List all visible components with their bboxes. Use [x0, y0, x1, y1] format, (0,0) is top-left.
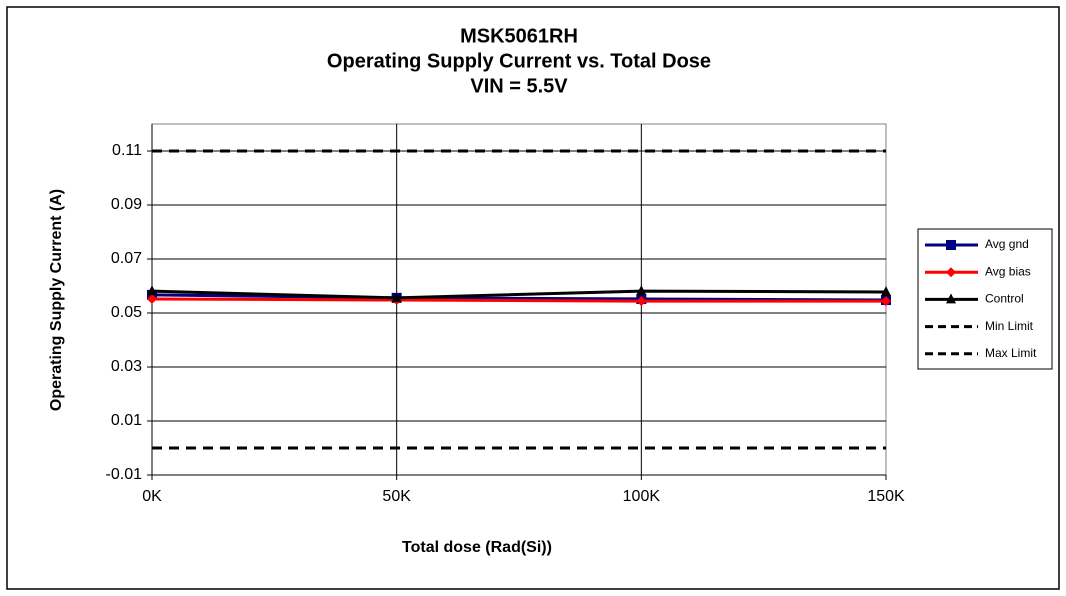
data-point — [881, 296, 891, 307]
y-tick-label: 0.11 — [112, 142, 142, 159]
legend-label: Avg gnd — [985, 237, 1029, 251]
x-axis-label: Total dose (Rad(Si)) — [402, 539, 552, 556]
series-line — [151, 289, 887, 300]
y-tick-label: 0.09 — [111, 196, 142, 213]
legend-marker — [946, 293, 956, 304]
legend-marker — [946, 267, 956, 278]
y-tick-label: 0.07 — [111, 250, 142, 267]
series-line — [151, 297, 886, 303]
x-tick-label: 50K — [382, 488, 411, 505]
x-tick-label: 0K — [142, 488, 162, 505]
y-tick-label: 0.01 — [111, 412, 142, 429]
legend-label: Avg bias — [985, 264, 1031, 278]
data-point — [147, 293, 157, 304]
x-tick-label: 100K — [623, 488, 661, 505]
legend-label: Max Limit — [985, 346, 1037, 360]
data-point — [147, 285, 157, 296]
chart-title: VIN = 5.5V — [470, 75, 568, 97]
chart-title: Operating Supply Current vs. Total Dose — [327, 50, 711, 72]
legend-label: Min Limit — [985, 319, 1034, 333]
data-point — [391, 291, 402, 302]
y-axis-label: Operating Supply Current (A) — [48, 189, 65, 411]
y-tick-label: 0.05 — [111, 304, 142, 321]
series-line — [151, 293, 887, 302]
chart-title: MSK5061RH — [460, 25, 578, 47]
x-tick-label: 150K — [867, 488, 905, 505]
legend-label: Control — [985, 292, 1024, 306]
data-point — [636, 296, 647, 307]
data-point — [636, 285, 647, 296]
legend-marker — [946, 240, 956, 250]
y-tick-label: -0.01 — [106, 466, 143, 483]
data-point — [881, 285, 891, 296]
y-tick-label: 0.03 — [111, 358, 142, 375]
